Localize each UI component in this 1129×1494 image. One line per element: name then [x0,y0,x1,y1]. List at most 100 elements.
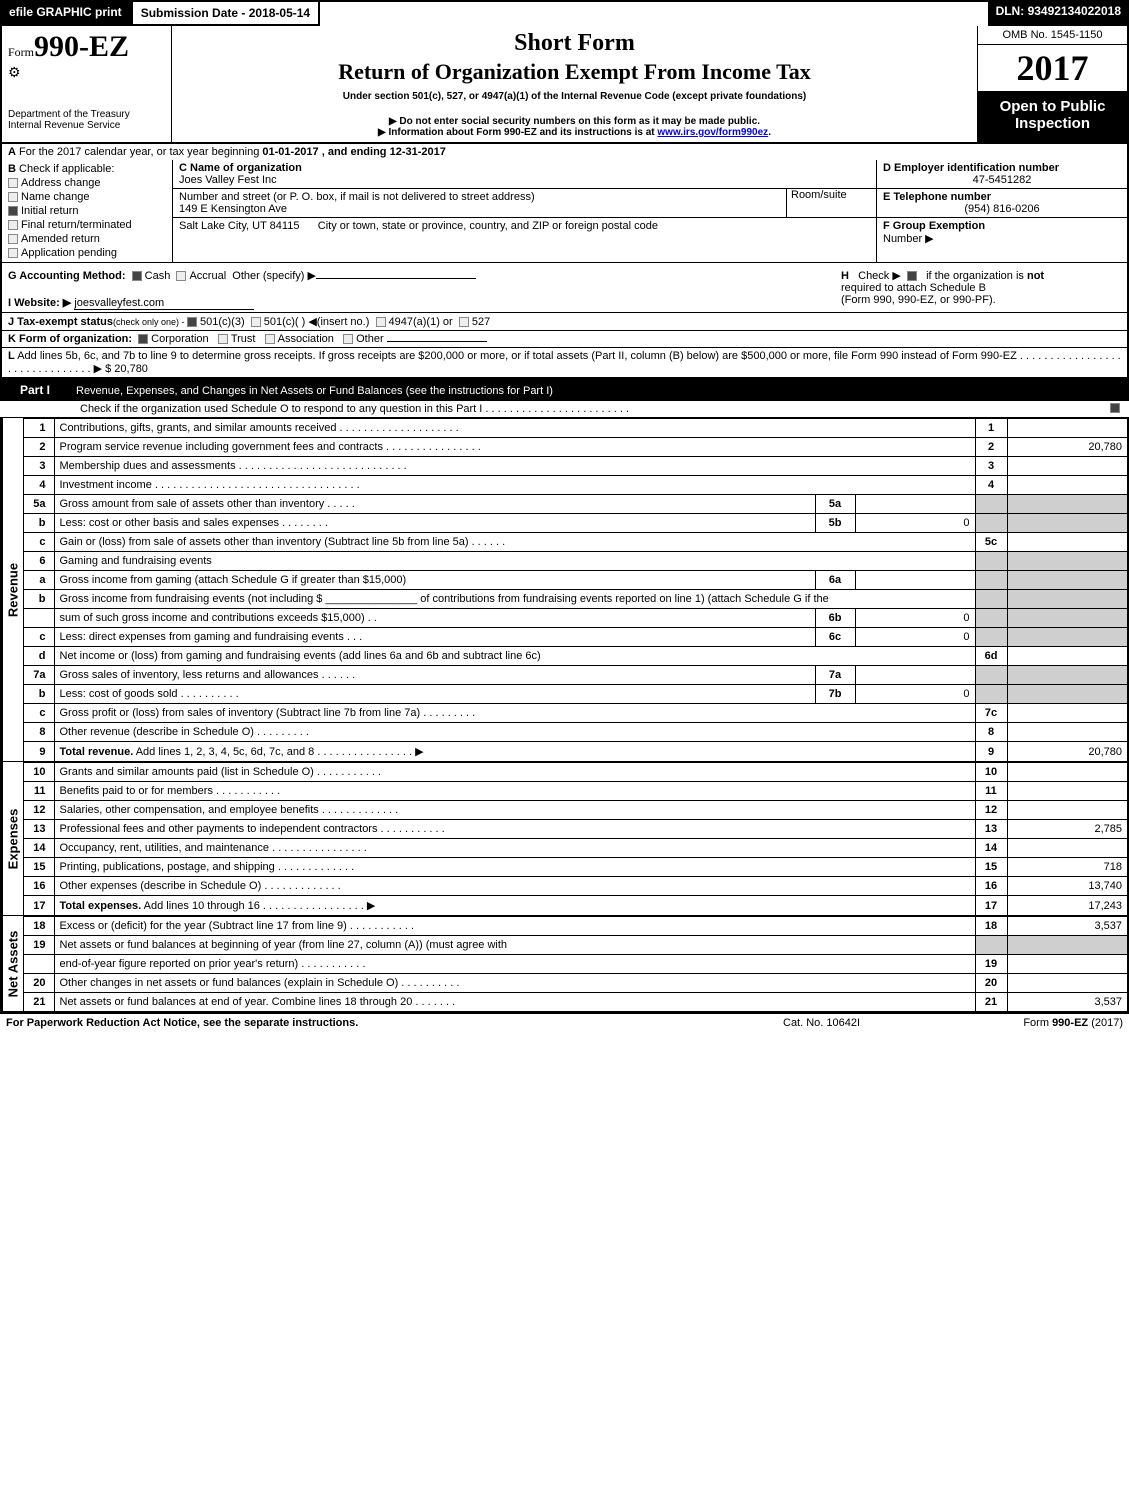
h-text2: if the organization is [926,270,1024,282]
footer-left: For Paperwork Reduction Act Notice, see … [6,1017,783,1029]
line-rn: 5c [975,533,1007,552]
checkbox-initial-return[interactable] [8,206,18,216]
line-midv [855,571,975,590]
part-1-title: Revenue, Expenses, and Changes in Net As… [70,379,1129,401]
line-value [1007,647,1127,666]
checkbox-501c[interactable] [251,317,261,327]
c-city-label: City or town, state or province, country… [318,220,658,232]
line-number: 1 [24,419,54,438]
line-value [1007,457,1127,476]
line-number: b [24,590,54,609]
f-label: F Group Exemption [883,220,985,232]
checkbox-amended-return[interactable] [8,234,18,244]
line-number: c [24,533,54,552]
table-row: 12Salaries, other compensation, and empl… [24,801,1127,820]
table-row: 6Gaming and fundraising events [24,552,1127,571]
b-opt-0: Address change [21,177,101,189]
sidelabel-netassets-text: Net Assets [6,930,21,997]
line-midv [855,666,975,685]
b-opt-5: Application pending [21,247,117,259]
line-desc: Gross income from gaming (attach Schedul… [54,571,815,590]
sidelabel-netassets: Net Assets [2,916,24,1012]
table-row: 1Contributions, gifts, grants, and simil… [24,419,1127,438]
line-rv-grey [1007,666,1127,685]
table-row: aGross income from gaming (attach Schedu… [24,571,1127,590]
netassets-block: Net Assets 18Excess or (deficit) for the… [0,916,1129,1014]
checkbox-application-pending[interactable] [8,248,18,258]
footer-right: Form 990-EZ (2017) [963,1017,1123,1029]
line-number: a [24,571,54,590]
checkbox-h[interactable] [907,271,917,281]
checkbox-other[interactable] [343,334,353,344]
part-1-label: Part I [0,379,70,401]
line-mid: 7b [815,685,855,704]
line-number [24,609,54,628]
table-row: 19Net assets or fund balances at beginni… [24,936,1127,955]
line-desc: Program service revenue including govern… [54,438,975,457]
line-rn: 12 [975,801,1007,820]
line-mid: 7a [815,666,855,685]
table-row: bGross income from fundraising events (n… [24,590,1127,609]
line-value: 17,243 [1007,896,1127,916]
c-city: Salt Lake City, UT 84115 [179,220,299,232]
checkbox-trust[interactable] [218,334,228,344]
page: efile GRAPHIC print Submission Date - 20… [0,0,1129,1029]
line-desc: Other changes in net assets or fund bala… [54,974,975,993]
h-letter: H [841,270,849,282]
line-value [1007,533,1127,552]
part-1-check-line: Check if the organization used Schedule … [0,401,1129,418]
line-value [1007,801,1127,820]
line-rn: 3 [975,457,1007,476]
d-label: D Employer identification number [883,162,1059,174]
line-rv-grey [1007,571,1127,590]
table-row: 17Total expenses. Add lines 10 through 1… [24,896,1127,916]
header-left: Form990-EZ ⚙ Department of the Treasury … [2,26,172,142]
line-a-end: 12-31-2017 [390,146,446,158]
checkbox-527[interactable] [459,317,469,327]
checkbox-cash[interactable] [132,271,142,281]
line-rn: 10 [975,763,1007,782]
dept-irs: Internal Revenue Service [8,120,165,131]
line-desc: Less: cost of goods sold . . . . . . . .… [54,685,815,704]
line-rn: 1 [975,419,1007,438]
checkbox-final-return[interactable] [8,220,18,230]
line-desc: Total revenue. Add lines 1, 2, 3, 4, 5c,… [54,742,975,762]
line-a-text2: , and ending [322,146,390,158]
table-row: 18Excess or (deficit) for the year (Subt… [24,917,1127,936]
line-rn: 14 [975,839,1007,858]
checkbox-corp[interactable] [138,334,148,344]
checkbox-schedule-o[interactable] [1110,403,1120,413]
line-rn-grey [975,552,1007,571]
line-number: 18 [24,917,54,936]
footer-center: Cat. No. 10642I [783,1017,963,1029]
line-midv: 0 [855,514,975,533]
h-text3: required to attach Schedule B [841,282,986,294]
checkbox-assoc[interactable] [265,334,275,344]
k-opt-2: Association [278,333,334,345]
sidelabel-expenses-text: Expenses [6,808,21,869]
checkbox-name-change[interactable] [8,192,18,202]
checkbox-address-change[interactable] [8,178,18,188]
table-row: 13Professional fees and other payments t… [24,820,1127,839]
info-link[interactable]: www.irs.gov/form990ez [657,127,768,138]
line-j: J Tax-exempt status(check only one) - 50… [2,312,1127,330]
line-desc: Other expenses (describe in Schedule O) … [54,877,975,896]
line-a: A For the 2017 calendar year, or tax yea… [2,144,1127,160]
k-other-blank [387,341,487,342]
j-sub: (check only one) - [113,317,187,327]
line-number: 21 [24,993,54,1012]
line-number: 15 [24,858,54,877]
checkbox-accrual[interactable] [176,271,186,281]
form-prefix: Form [8,45,34,59]
line-midv: 0 [855,628,975,647]
line-number: b [24,685,54,704]
line-value [1007,476,1127,495]
checkbox-4947[interactable] [376,317,386,327]
e-phone: (954) 816-0206 [883,203,1121,215]
b-opt-1: Name change [21,191,90,203]
b-opt-2: Initial return [21,205,78,217]
table-row: 21Net assets or fund balances at end of … [24,993,1127,1012]
line-desc: Net assets or fund balances at end of ye… [54,993,975,1012]
checkbox-501c3[interactable] [187,317,197,327]
line-rn-grey [975,685,1007,704]
